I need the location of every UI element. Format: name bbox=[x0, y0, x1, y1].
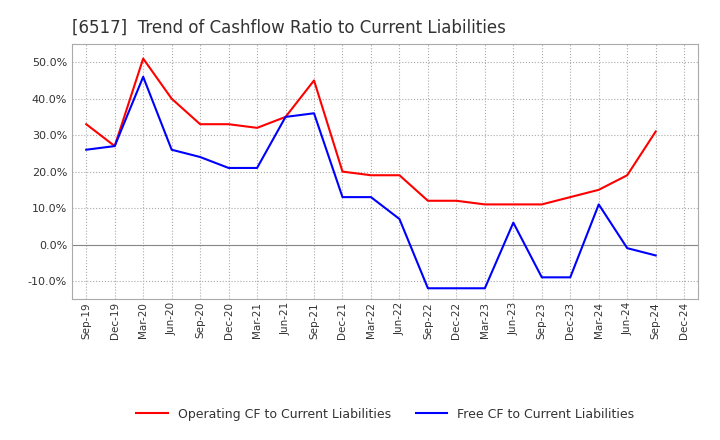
Free CF to Current Liabilities bbox=[566, 275, 575, 280]
Free CF to Current Liabilities bbox=[366, 194, 375, 200]
Operating CF to Current Liabilities bbox=[395, 172, 404, 178]
Operating CF to Current Liabilities bbox=[623, 172, 631, 178]
Operating CF to Current Liabilities bbox=[338, 169, 347, 174]
Operating CF to Current Liabilities bbox=[196, 121, 204, 127]
Free CF to Current Liabilities bbox=[652, 253, 660, 258]
Line: Free CF to Current Liabilities: Free CF to Current Liabilities bbox=[86, 77, 656, 288]
Free CF to Current Liabilities bbox=[452, 286, 461, 291]
Operating CF to Current Liabilities bbox=[423, 198, 432, 203]
Operating CF to Current Liabilities bbox=[652, 129, 660, 134]
Free CF to Current Liabilities bbox=[167, 147, 176, 152]
Free CF to Current Liabilities bbox=[509, 220, 518, 225]
Operating CF to Current Liabilities bbox=[595, 187, 603, 192]
Operating CF to Current Liabilities bbox=[110, 143, 119, 149]
Line: Operating CF to Current Liabilities: Operating CF to Current Liabilities bbox=[86, 59, 656, 205]
Text: [6517]  Trend of Cashflow Ratio to Current Liabilities: [6517] Trend of Cashflow Ratio to Curren… bbox=[72, 19, 506, 37]
Operating CF to Current Liabilities bbox=[537, 202, 546, 207]
Free CF to Current Liabilities bbox=[480, 286, 489, 291]
Free CF to Current Liabilities bbox=[310, 110, 318, 116]
Free CF to Current Liabilities bbox=[82, 147, 91, 152]
Operating CF to Current Liabilities bbox=[310, 78, 318, 83]
Operating CF to Current Liabilities bbox=[82, 121, 91, 127]
Operating CF to Current Liabilities bbox=[282, 114, 290, 120]
Operating CF to Current Liabilities bbox=[253, 125, 261, 131]
Operating CF to Current Liabilities bbox=[480, 202, 489, 207]
Operating CF to Current Liabilities bbox=[225, 121, 233, 127]
Free CF to Current Liabilities bbox=[537, 275, 546, 280]
Operating CF to Current Liabilities bbox=[509, 202, 518, 207]
Free CF to Current Liabilities bbox=[139, 74, 148, 80]
Operating CF to Current Liabilities bbox=[167, 96, 176, 101]
Free CF to Current Liabilities bbox=[225, 165, 233, 171]
Free CF to Current Liabilities bbox=[423, 286, 432, 291]
Free CF to Current Liabilities bbox=[623, 246, 631, 251]
Operating CF to Current Liabilities bbox=[366, 172, 375, 178]
Legend: Operating CF to Current Liabilities, Free CF to Current Liabilities: Operating CF to Current Liabilities, Fre… bbox=[131, 403, 639, 425]
Free CF to Current Liabilities bbox=[595, 202, 603, 207]
Free CF to Current Liabilities bbox=[253, 165, 261, 171]
Operating CF to Current Liabilities bbox=[566, 194, 575, 200]
Operating CF to Current Liabilities bbox=[452, 198, 461, 203]
Free CF to Current Liabilities bbox=[395, 216, 404, 222]
Free CF to Current Liabilities bbox=[196, 154, 204, 160]
Free CF to Current Liabilities bbox=[338, 194, 347, 200]
Free CF to Current Liabilities bbox=[282, 114, 290, 120]
Operating CF to Current Liabilities bbox=[139, 56, 148, 61]
Free CF to Current Liabilities bbox=[110, 143, 119, 149]
